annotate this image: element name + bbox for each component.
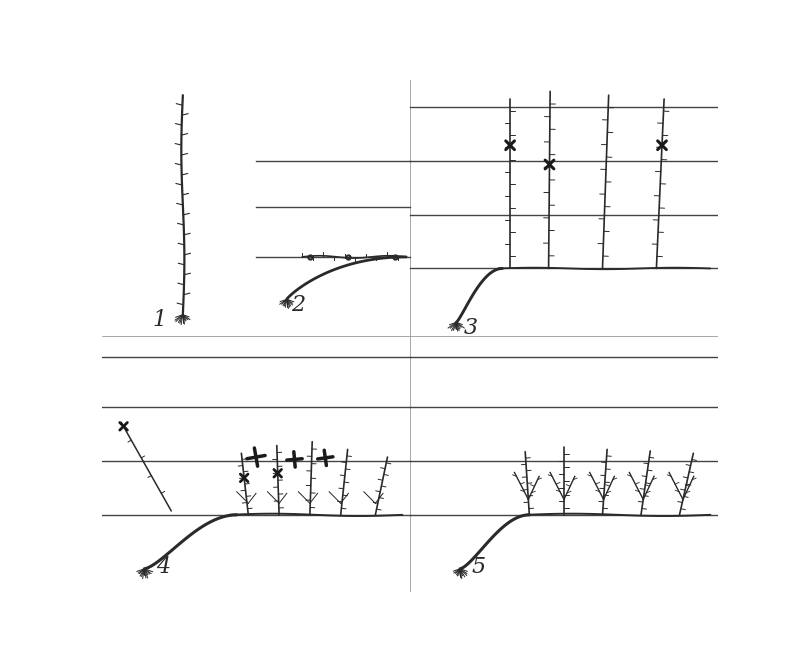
- Text: 1: 1: [152, 309, 166, 331]
- Text: 3: 3: [464, 317, 478, 339]
- Text: 2: 2: [290, 294, 305, 316]
- Text: 5: 5: [472, 555, 486, 578]
- Text: 4: 4: [156, 555, 170, 578]
